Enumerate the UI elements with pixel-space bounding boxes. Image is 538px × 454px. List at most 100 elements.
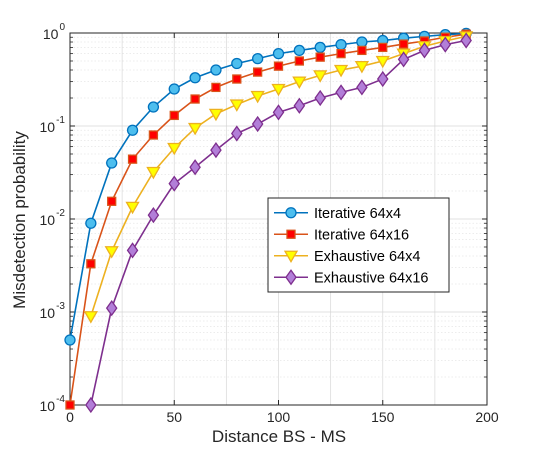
data-point-iterative-64x16: [148, 130, 159, 140]
data-point-exhaustive-64x4: [83, 311, 98, 324]
y-tick-label: -310: [40, 301, 66, 321]
data-point-exhaustive-64x4: [333, 64, 349, 78]
data-point-iterative-64x16: [378, 42, 388, 53]
data-point-exhaustive-64x4: [375, 55, 390, 69]
data-point-exhaustive-64x4: [187, 122, 203, 136]
series-layer: [64, 27, 474, 414]
data-point-iterative-64x16: [315, 52, 325, 62]
data-point-iterative-64x16: [252, 67, 263, 77]
data-point-iterative-64x16: [232, 74, 242, 84]
data-point-iterative-64x16: [127, 154, 138, 164]
data-point-exhaustive-64x16: [210, 142, 222, 159]
legend-label: Exhaustive 64x16: [314, 270, 428, 286]
legend-label: Iterative 64x16: [314, 227, 409, 243]
data-point-iterative-64x16: [65, 400, 75, 410]
data-point-exhaustive-64x4: [208, 108, 224, 122]
data-point-iterative-64x16: [336, 48, 346, 59]
data-point-iterative-64x16: [357, 45, 367, 56]
y-tick-exponent: -3: [56, 301, 65, 312]
data-point-exhaustive-64x16: [251, 115, 264, 133]
legend-label: Iterative 64x4: [314, 206, 401, 222]
y-tick-base: 10: [40, 119, 56, 135]
legend-item-iterative-64x4: Iterative 64x4: [274, 206, 401, 222]
data-point-exhaustive-64x16: [293, 97, 306, 114]
data-point-exhaustive-64x4: [104, 246, 119, 259]
data-point-exhaustive-64x16: [168, 175, 181, 192]
data-point-exhaustive-64x16: [147, 207, 160, 224]
data-point-iterative-64x4: [272, 47, 285, 60]
data-point-iterative-64x16: [107, 196, 117, 206]
y-tick-exponent: -2: [56, 208, 65, 219]
legend-box: [267, 197, 450, 293]
data-point-iterative-64x4: [314, 41, 326, 54]
data-point-iterative-64x4: [335, 38, 347, 51]
data-point-exhaustive-64x16: [231, 125, 243, 142]
legend-marker: [285, 207, 297, 219]
legend-item-exhaustive-64x4: Exhaustive 64x4: [274, 249, 420, 265]
data-point-exhaustive-64x4: [292, 76, 307, 89]
data-point-iterative-64x16: [211, 82, 221, 93]
data-point-iterative-64x16: [273, 61, 284, 71]
data-point-exhaustive-64x16: [439, 36, 452, 53]
data-point-exhaustive-64x4: [167, 142, 182, 156]
data-point-iterative-64x4: [106, 157, 118, 169]
data-point-iterative-64x16: [86, 259, 96, 269]
data-point-iterative-64x4: [85, 217, 97, 229]
x-tick-label: 0: [66, 409, 74, 425]
data-point-exhaustive-64x4: [271, 83, 286, 97]
legend-marker: [283, 250, 299, 264]
data-point-exhaustive-64x4: [250, 90, 265, 104]
data-point-iterative-64x4: [356, 36, 368, 48]
data-point-iterative-64x4: [147, 101, 160, 113]
data-point-iterative-64x4: [231, 57, 243, 70]
data-point-exhaustive-64x16: [85, 396, 97, 414]
data-point-iterative-64x4: [251, 52, 264, 65]
x-tick-label: 100: [267, 409, 291, 425]
y-tick-base: 10: [40, 212, 56, 228]
data-point-iterative-64x4: [293, 44, 306, 57]
data-point-exhaustive-64x4: [354, 61, 370, 74]
y-tick-exponent: -4: [56, 394, 65, 405]
legend-item-exhaustive-64x16: Exhaustive 64x16: [274, 269, 428, 286]
y-tick-base: 10: [43, 26, 59, 42]
data-point-iterative-64x4: [210, 64, 222, 76]
y-tick-label: -210: [40, 208, 66, 228]
x-tick-label: 50: [166, 409, 182, 425]
data-point-iterative-64x16: [294, 56, 305, 66]
x-axis-label: Distance BS - MS: [212, 427, 346, 446]
data-point-exhaustive-64x16: [335, 84, 347, 101]
legend-marker: [286, 229, 296, 239]
series-iterative-64x4: [64, 27, 472, 346]
data-point-iterative-64x4: [168, 83, 180, 95]
data-point-exhaustive-64x4: [146, 166, 161, 180]
data-point-iterative-64x4: [126, 124, 139, 136]
y-tick-label: -410: [40, 394, 66, 414]
legend-marker: [285, 269, 297, 286]
data-point-iterative-64x16: [169, 110, 179, 121]
series-exhaustive-64x16: [85, 32, 472, 414]
y-tick-base: 10: [40, 398, 56, 414]
data-point-exhaustive-64x4: [229, 99, 244, 112]
y-tick-label: -110: [40, 115, 66, 135]
data-point-exhaustive-64x16: [272, 104, 285, 121]
y-tick-label: 010: [43, 22, 66, 42]
legend-label: Exhaustive 64x4: [314, 249, 420, 265]
y-tick-exponent: -1: [56, 115, 65, 126]
y-axis-label: Misdetection probability: [10, 131, 29, 309]
legend: Iterative 64x4 Iterative 64x16 Exhaustive …: [267, 197, 450, 293]
data-point-iterative-64x16: [398, 39, 409, 49]
data-point-exhaustive-64x4: [125, 201, 140, 215]
data-point-exhaustive-64x16: [356, 79, 368, 96]
data-point-iterative-64x4: [64, 334, 76, 346]
x-tick-label: 200: [475, 409, 499, 425]
data-point-exhaustive-64x16: [189, 159, 201, 176]
data-point-iterative-64x16: [190, 94, 200, 104]
data-point-exhaustive-64x16: [397, 51, 410, 68]
legend-item-iterative-64x16: Iterative 64x16: [274, 227, 409, 243]
data-point-iterative-64x4: [189, 72, 201, 84]
y-tick-exponent: 0: [59, 22, 65, 33]
data-point-exhaustive-64x16: [105, 300, 118, 317]
data-point-exhaustive-64x16: [376, 70, 389, 88]
data-point-exhaustive-64x16: [460, 32, 472, 49]
